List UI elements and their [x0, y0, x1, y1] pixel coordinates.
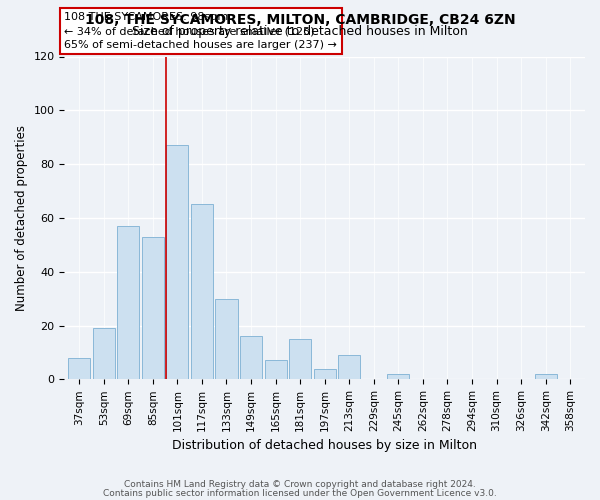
X-axis label: Distribution of detached houses by size in Milton: Distribution of detached houses by size …	[172, 440, 477, 452]
Bar	[240, 336, 262, 380]
Text: Size of property relative to detached houses in Milton: Size of property relative to detached ho…	[132, 25, 468, 38]
Bar	[191, 204, 213, 380]
Bar	[338, 355, 361, 380]
Bar	[68, 358, 90, 380]
Text: Contains HM Land Registry data © Crown copyright and database right 2024.: Contains HM Land Registry data © Crown c…	[124, 480, 476, 489]
Bar	[92, 328, 115, 380]
Bar	[535, 374, 557, 380]
Y-axis label: Number of detached properties: Number of detached properties	[15, 125, 28, 311]
Bar	[166, 146, 188, 380]
Bar	[388, 374, 409, 380]
Bar	[289, 339, 311, 380]
Bar	[215, 298, 238, 380]
Bar	[314, 368, 336, 380]
Text: 108 THE SYCAMORES: 98sqm
← 34% of detached houses are smaller (125)
65% of semi-: 108 THE SYCAMORES: 98sqm ← 34% of detach…	[64, 12, 337, 50]
Bar	[142, 236, 164, 380]
Text: 108, THE SYCAMORES, MILTON, CAMBRIDGE, CB24 6ZN: 108, THE SYCAMORES, MILTON, CAMBRIDGE, C…	[85, 12, 515, 26]
Bar	[265, 360, 287, 380]
Text: Contains public sector information licensed under the Open Government Licence v3: Contains public sector information licen…	[103, 489, 497, 498]
Bar	[117, 226, 139, 380]
